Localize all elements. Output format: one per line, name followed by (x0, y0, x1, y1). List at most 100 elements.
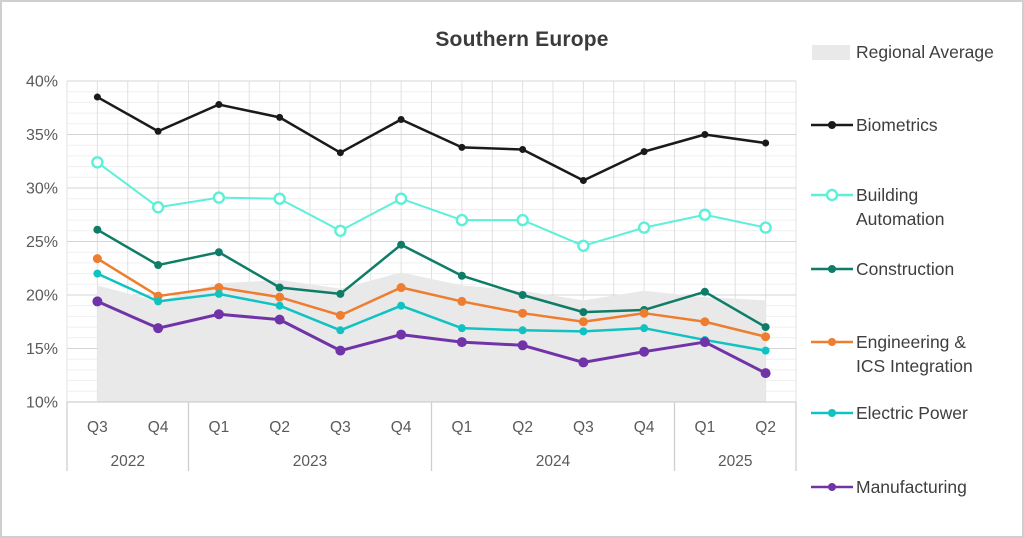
legend-item-biometrics[interactable]: Biometrics (808, 113, 938, 137)
data-point-construction (336, 289, 345, 298)
series-biometrics (93, 93, 770, 185)
x-quarter-label: Q4 (148, 419, 169, 436)
legend-line-icon (811, 188, 853, 202)
legend-marker-building-automation (808, 183, 856, 207)
data-point-construction (275, 283, 284, 292)
legend-marker-electric-power (808, 401, 856, 425)
legend-marker-manufacturing (808, 475, 856, 499)
data-point-construction (518, 291, 527, 299)
data-point-electric-power (579, 327, 588, 336)
x-quarter-label: Q3 (573, 419, 594, 436)
x-quarter-label: Q3 (87, 419, 108, 436)
legend-item-manufacturing[interactable]: Manufacturing (808, 475, 967, 499)
data-point-electric-power (518, 326, 527, 335)
series-building-automation (91, 156, 772, 252)
legend-line-icon (811, 483, 853, 491)
x-quarter-label: Q1 (452, 419, 473, 436)
data-point-electric-power (640, 324, 649, 333)
data-point-biometrics (336, 149, 344, 157)
series-manufacturing (92, 296, 771, 379)
x-quarter-label: Q4 (391, 419, 412, 436)
data-point-building-automation (759, 221, 772, 234)
legend-item-construction[interactable]: Construction (808, 257, 954, 281)
data-point-biometrics (640, 148, 648, 156)
legend-swatch-icon (812, 45, 850, 60)
legend-label: Engineering & ICS Integration (856, 332, 973, 376)
data-point-electric-power (93, 269, 102, 278)
data-point-biometrics (93, 93, 101, 101)
data-point-building-automation (455, 213, 469, 227)
legend-item-engineering-ics-integration[interactable]: Engineering & ICS Integration (808, 330, 986, 378)
data-point-biometrics (701, 131, 709, 138)
legend-item-building-automation[interactable]: Building Automation (808, 183, 986, 231)
data-point-manufacturing (639, 346, 650, 357)
x-quarter-label: Q1 (209, 419, 230, 436)
y-tick-label: 25% (26, 234, 58, 251)
y-tick-label: 20% (26, 288, 58, 305)
data-point-construction (154, 261, 163, 270)
series-line-manufacturing (95, 299, 768, 375)
series-line-construction (96, 228, 767, 329)
data-point-engineering-ics-integration (275, 292, 285, 302)
data-point-construction (700, 287, 709, 296)
legend-item-regional-average[interactable]: Regional Average (808, 40, 994, 64)
chart-title: Southern Europe (435, 28, 609, 51)
x-quarter-label: Q2 (269, 419, 290, 436)
y-tick-label: 15% (26, 341, 58, 358)
legend-line-icon (811, 409, 853, 417)
data-point-biometrics (458, 143, 466, 151)
legend-label: Manufacturing (856, 477, 967, 497)
data-point-building-automation (698, 208, 712, 221)
legend: Regional Average Biometrics Building Autom… (808, 2, 1020, 536)
x-quarter-label: Q2 (512, 419, 533, 436)
data-point-engineering-ics-integration (518, 308, 528, 318)
data-point-manufacturing (335, 345, 346, 356)
data-point-engineering-ics-integration (578, 317, 588, 327)
data-point-electric-power (397, 301, 406, 310)
data-point-engineering-ics-integration (335, 310, 345, 320)
data-point-building-automation (91, 156, 104, 169)
data-point-manufacturing (153, 323, 164, 334)
legend-label: Construction (856, 259, 955, 279)
legend-line-icon (811, 265, 853, 273)
x-quarter-label: Q2 (755, 419, 776, 436)
data-point-electric-power (457, 324, 466, 333)
data-point-manufacturing (92, 296, 103, 307)
data-point-building-automation (637, 221, 651, 234)
data-point-building-automation (577, 239, 590, 252)
data-point-electric-power (214, 289, 223, 298)
data-point-manufacturing (213, 309, 224, 320)
data-point-construction (93, 225, 102, 234)
data-point-construction (214, 248, 223, 257)
legend-label: Regional Average (856, 42, 994, 62)
legend-item-electric-power[interactable]: Electric Power (808, 401, 968, 425)
data-point-construction (761, 323, 770, 332)
legend-marker-area (808, 40, 856, 64)
x-year-label: 2024 (536, 453, 571, 470)
data-point-electric-power (761, 346, 770, 355)
data-point-engineering-ics-integration (92, 254, 102, 264)
data-point-building-automation (151, 201, 165, 214)
data-point-electric-power (154, 297, 163, 306)
data-point-manufacturing (699, 337, 710, 348)
data-point-biometrics (154, 127, 162, 135)
x-axis-band (66, 401, 797, 471)
data-point-manufacturing (760, 368, 771, 379)
legend-label: Electric Power (856, 403, 968, 423)
x-year-label: 2022 (111, 453, 145, 470)
data-point-building-automation (212, 191, 226, 204)
x-quarter-label: Q1 (695, 419, 716, 436)
data-point-biometrics (519, 145, 527, 153)
series-line-engineering-ics-integration (96, 257, 767, 338)
data-point-biometrics (762, 139, 770, 147)
data-point-electric-power (275, 301, 284, 310)
legend-marker-construction (808, 257, 856, 281)
data-point-engineering-ics-integration (457, 296, 467, 306)
legend-marker-biometrics (808, 113, 856, 137)
data-point-building-automation (516, 213, 529, 227)
y-tick-label: 40% (26, 74, 58, 91)
x-axis-labels: Q3 Q4 Q1 Q2 Q3 Q4 Q1 Q2 Q3 Q4 Q1 Q2 2022 2023 2024 2025 (87, 419, 776, 470)
y-tick-label: 10% (26, 395, 58, 412)
